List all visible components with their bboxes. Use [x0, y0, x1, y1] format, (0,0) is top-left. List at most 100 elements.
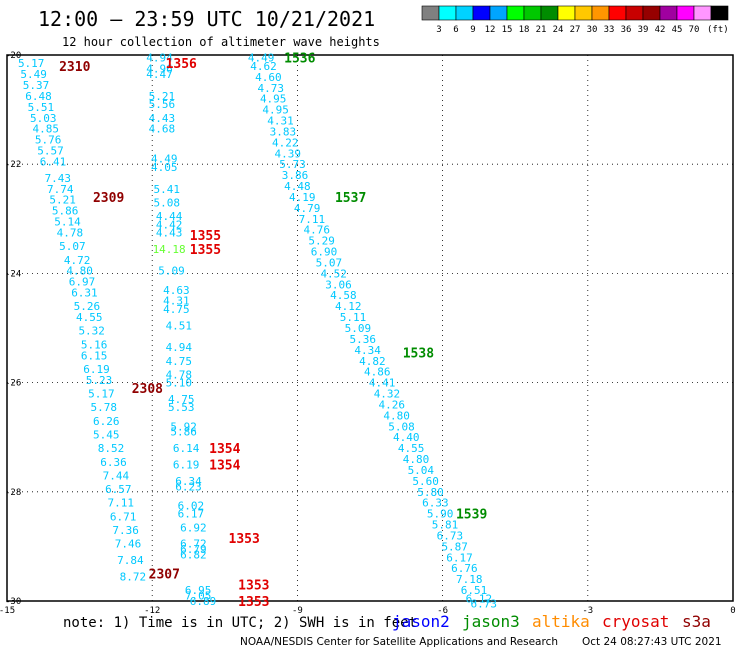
wave-height-value: 4.76 — [304, 224, 331, 237]
wave-height-value: 4.62 — [250, 60, 277, 73]
wave-height-value: 6.02 — [178, 499, 205, 512]
legend-tick-label: 18 — [519, 25, 530, 35]
wave-height-value: 6.82 — [180, 549, 207, 562]
y-tick-label: -22 — [5, 160, 21, 170]
wave-height-value: 6.15 — [81, 349, 108, 362]
wave-height-value: 6.76 — [451, 562, 478, 575]
wave-height-value: 4.85 — [32, 123, 59, 136]
legend-swatch — [506, 5, 525, 21]
footer-credit: NOAA/NESDIS Center for Satellite Applica… — [240, 636, 558, 648]
pass-number-label: 1353 — [229, 532, 260, 547]
wave-height-value: 4.75 — [166, 355, 193, 368]
wave-height-value: 5.03 — [30, 112, 57, 125]
wave-height-value: 5.21 — [149, 90, 176, 103]
wave-height-value: 5.07 — [59, 240, 86, 253]
wave-height-value: 5.08 — [153, 196, 180, 209]
wave-height-value: 8.72 — [120, 570, 147, 583]
pass-number-label: 1539 — [456, 508, 487, 523]
legend-swatch — [693, 5, 712, 21]
wave-height-value: 5.45 — [93, 428, 120, 441]
plot-area: -15 -12 -9 -6 -3 0-20-22-24-26-28-30 5.175.49… — [0, 51, 736, 616]
wave-height-value: 4.41 — [369, 377, 396, 390]
wave-height-value: 4.47 — [146, 68, 173, 81]
legend-swatch — [472, 5, 491, 21]
wave-height-value: 5.37 — [23, 79, 50, 92]
wave-height-value: 4.43 — [149, 112, 176, 125]
legend-unit: (ft) — [707, 25, 729, 35]
pass-number-label: 2309 — [93, 191, 124, 206]
legend-swatch — [676, 5, 695, 21]
legend-tick-label: 6 — [453, 25, 458, 35]
wave-height-value: 6.72 — [180, 538, 207, 551]
legend-tick-label: 9 — [470, 25, 475, 35]
wave-height-value: 5.32 — [78, 325, 105, 338]
wave-height-value: 4.55 — [398, 442, 425, 455]
wave-height-value: 6.90 — [311, 246, 338, 259]
legend-tick-label: 70 — [689, 25, 700, 35]
wave-height-value: 5.09 — [158, 265, 185, 278]
wave-height-value: 3.06 — [325, 278, 352, 291]
pass-number-label: 1353 — [238, 579, 269, 594]
wave-height-value: 4.63 — [163, 284, 190, 297]
y-tick-label: -24 — [5, 269, 21, 279]
wave-height-value: 4.96 — [146, 63, 173, 76]
wave-height-value: 6.17 — [178, 508, 205, 521]
wave-height-value: 5.09 — [345, 322, 372, 335]
y-tick-label: -30 — [5, 597, 21, 607]
wave-height-value: 7.74 — [47, 183, 74, 196]
pass-number-label: 1354 — [209, 442, 240, 457]
wave-height-value: 5.49 — [20, 68, 47, 81]
pass-number-label: 2307 — [149, 568, 180, 583]
wave-height-value: 5.10 — [166, 377, 193, 390]
wave-height-value: 5.78 — [91, 401, 118, 414]
wave-height-value: 5.14 — [54, 216, 81, 229]
legend-swatch — [540, 5, 559, 21]
wave-height-value: 4.31 — [267, 115, 294, 128]
wave-height-value: 5.36 — [349, 333, 376, 346]
wave-height-value: 4.73 — [258, 82, 285, 95]
wave-height-value: 7.43 — [45, 172, 72, 185]
legend-swatch — [710, 5, 729, 21]
legend-swatch — [523, 5, 542, 21]
y-tick-label: -28 — [5, 488, 21, 498]
wave-height-value: 7.36 — [112, 524, 139, 537]
wave-height-value: 5.92 — [170, 420, 197, 433]
wave-height-value: 4.19 — [289, 191, 316, 204]
wave-height-value: 6.71 — [110, 510, 137, 523]
wave-height-value: 4.49 — [151, 153, 178, 166]
wave-height-value: 7.11 — [107, 497, 134, 510]
wave-height-value: 7.44 — [103, 469, 130, 482]
wave-height-value: 7.18 — [456, 573, 483, 586]
pass-number-label: 1356 — [166, 57, 197, 72]
footer-timestamp: Oct 24 08:27:43 UTC 2021 — [582, 636, 722, 648]
wave-height-value: 3.86 — [282, 169, 309, 182]
wave-height-value: 5.17 — [18, 57, 45, 70]
wave-height-value: 4.34 — [354, 344, 381, 357]
legend-tick-label: 27 — [570, 25, 581, 35]
legend-tick-label: 42 — [655, 25, 666, 35]
wave-height-value: 6.36 — [100, 456, 127, 469]
wave-height-value: 4.80 — [403, 453, 430, 466]
wave-height-value: 5.07 — [316, 256, 343, 269]
wave-height-value: 5.26 — [74, 300, 101, 313]
wave-height-value: 6.19 — [173, 459, 200, 472]
legend-swatch — [659, 5, 678, 21]
pass-number-label: 2310 — [59, 60, 90, 75]
wave-height-value: 4.43 — [156, 226, 183, 239]
wave-height-value: 6.17 — [446, 551, 473, 564]
wave-height-value: 5.08 — [388, 420, 415, 433]
chart-title: 12:00 – 23:59 UTC 10/21/2021 — [38, 7, 375, 31]
wave-height-value: 5.51 — [28, 101, 55, 114]
wave-height-value: 6.33 — [422, 497, 449, 510]
wave-height-value: 6.89 — [190, 595, 217, 608]
wave-height-value: 4.58 — [330, 289, 357, 302]
plot-frame — [6, 54, 734, 602]
footer-note: note: 1) Time is in UTC; 2) SWH is in fe… — [63, 615, 417, 631]
wave-height-value: 4.12 — [335, 300, 362, 313]
color-legend: 3 6 9 12 15 18 21 24 27 30 33 36 39 42 45 70 (ft) — [421, 5, 729, 35]
legend-tick-label: 30 — [587, 25, 598, 35]
wave-height-value: 5.16 — [81, 338, 108, 351]
wave-height-value: 4.80 — [66, 265, 93, 278]
wave-height-value: 4.95 — [262, 104, 289, 117]
